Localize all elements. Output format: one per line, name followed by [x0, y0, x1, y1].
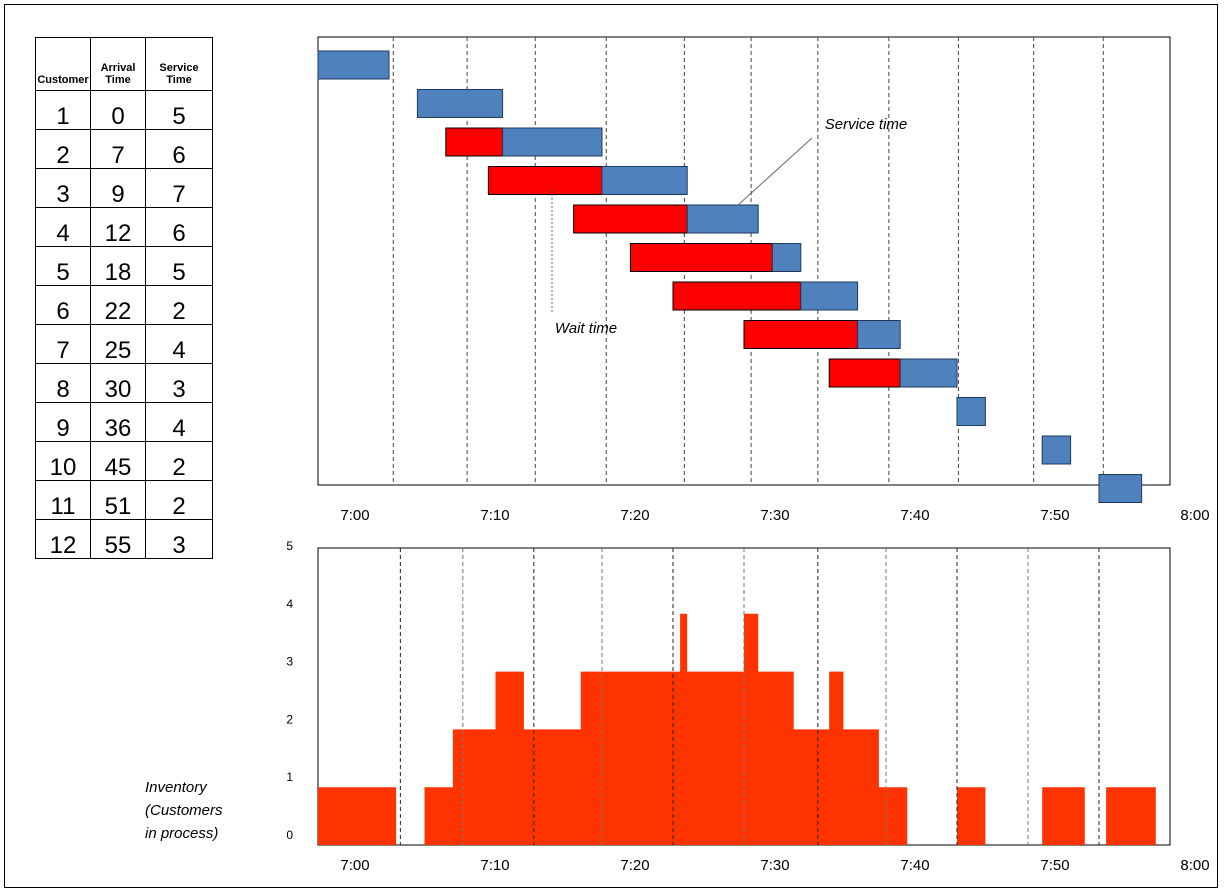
wait-time-annotation: Wait time	[555, 320, 617, 337]
table-row: 11 51 2	[35, 480, 213, 520]
y-tick-label: 2	[286, 712, 293, 726]
header-service-time: Service Time	[145, 37, 213, 91]
x-tick-label: 7:10	[480, 857, 509, 874]
x-tick-label: 7:20	[620, 857, 649, 874]
service-bar	[601, 166, 688, 195]
customer-cell: 6	[35, 285, 91, 325]
x-tick-label: 8:00	[1180, 507, 1209, 524]
wait-bar	[828, 358, 901, 388]
customer-cell: 12	[35, 519, 91, 559]
customer-cell: 1	[35, 90, 91, 130]
service-cell: 2	[145, 480, 213, 520]
service-bar	[502, 127, 603, 157]
service-bar	[686, 204, 759, 234]
arrival-cell: 9	[90, 168, 146, 208]
table-row: 7 25 4	[35, 324, 213, 364]
x-tick-label: 7:40	[900, 857, 929, 874]
arrival-cell: 55	[90, 519, 146, 559]
service-bar	[1098, 474, 1143, 503]
y-tick-label: 1	[286, 770, 293, 784]
arrival-cell: 45	[90, 441, 146, 481]
y-axis-label: (Customers	[145, 802, 223, 819]
service-bar	[857, 320, 901, 349]
header-arrival-time: Arrival Time	[90, 37, 146, 91]
x-tick-label: 7:20	[620, 507, 649, 524]
y-tick-label: 5	[286, 539, 293, 553]
service-cell: 3	[145, 519, 213, 559]
wait-bar	[743, 320, 859, 349]
y-tick-label: 0	[286, 828, 293, 842]
table-row: 6 22 2	[35, 285, 213, 325]
figure-frame	[4, 4, 1218, 888]
wait-bar	[487, 166, 603, 195]
service-cell: 2	[145, 441, 213, 481]
service-bar	[800, 281, 859, 311]
service-bar	[771, 243, 802, 272]
service-cell: 7	[145, 168, 213, 208]
x-tick-label: 7:50	[1040, 857, 1069, 874]
arrival-cell: 30	[90, 363, 146, 403]
service-cell: 6	[145, 207, 213, 247]
service-bar	[416, 89, 504, 118]
table-header-row: Customer Arrival Time Service Time	[35, 37, 213, 91]
service-bar	[1041, 435, 1072, 465]
inventory-area	[318, 613, 1156, 845]
customer-cell: 7	[35, 324, 91, 364]
wait-bar	[573, 204, 688, 234]
customer-cell: 2	[35, 129, 91, 169]
x-tick-label: 7:10	[480, 507, 509, 524]
service-bar	[899, 358, 958, 388]
arrival-cell: 25	[90, 324, 146, 364]
x-tick-label: 7:30	[760, 857, 789, 874]
x-tick-label: 7:00	[340, 507, 369, 524]
header-customer: Customer	[35, 37, 91, 91]
gantt-plot-area	[317, 36, 1171, 486]
service-cell: 4	[145, 324, 213, 364]
service-time-annotation: Service time	[825, 116, 908, 133]
arrival-cell: 51	[90, 480, 146, 520]
table-body: 1 0 5 2 7 6 3 9 7 4 12 6 5 18 5 6 22 2 7 25 4 8 30 3 9 36 4 10 45 2 11…	[35, 90, 213, 559]
table-row: 12 55 3	[35, 519, 213, 559]
x-tick-label: 7:50	[1040, 507, 1069, 524]
wait-bar	[629, 243, 773, 272]
wait-bar	[445, 127, 504, 157]
table-row: 8 30 3	[35, 363, 213, 403]
arrival-cell: 0	[90, 90, 146, 130]
service-cell: 5	[145, 246, 213, 286]
customer-cell: 4	[35, 207, 91, 247]
y-tick-label: 4	[286, 597, 293, 611]
x-tick-label: 8:00	[1180, 857, 1209, 874]
y-tick-label: 3	[286, 655, 293, 669]
service-bar	[317, 50, 390, 80]
x-tick-label: 7:00	[340, 857, 369, 874]
customer-cell: 10	[35, 441, 91, 481]
arrival-cell: 22	[90, 285, 146, 325]
table-row: 5 18 5	[35, 246, 213, 286]
service-cell: 5	[145, 90, 213, 130]
table-row: 10 45 2	[35, 441, 213, 481]
service-bar	[956, 397, 986, 426]
x-tick-label: 7:40	[900, 507, 929, 524]
arrival-cell: 36	[90, 402, 146, 442]
x-tick-label: 7:30	[760, 507, 789, 524]
service-cell: 2	[145, 285, 213, 325]
customer-cell: 5	[35, 246, 91, 286]
y-axis-label: in process)	[145, 825, 218, 842]
service-time-leader	[737, 137, 813, 206]
y-axis-label: Inventory	[145, 779, 208, 796]
wait-bar	[672, 281, 802, 311]
